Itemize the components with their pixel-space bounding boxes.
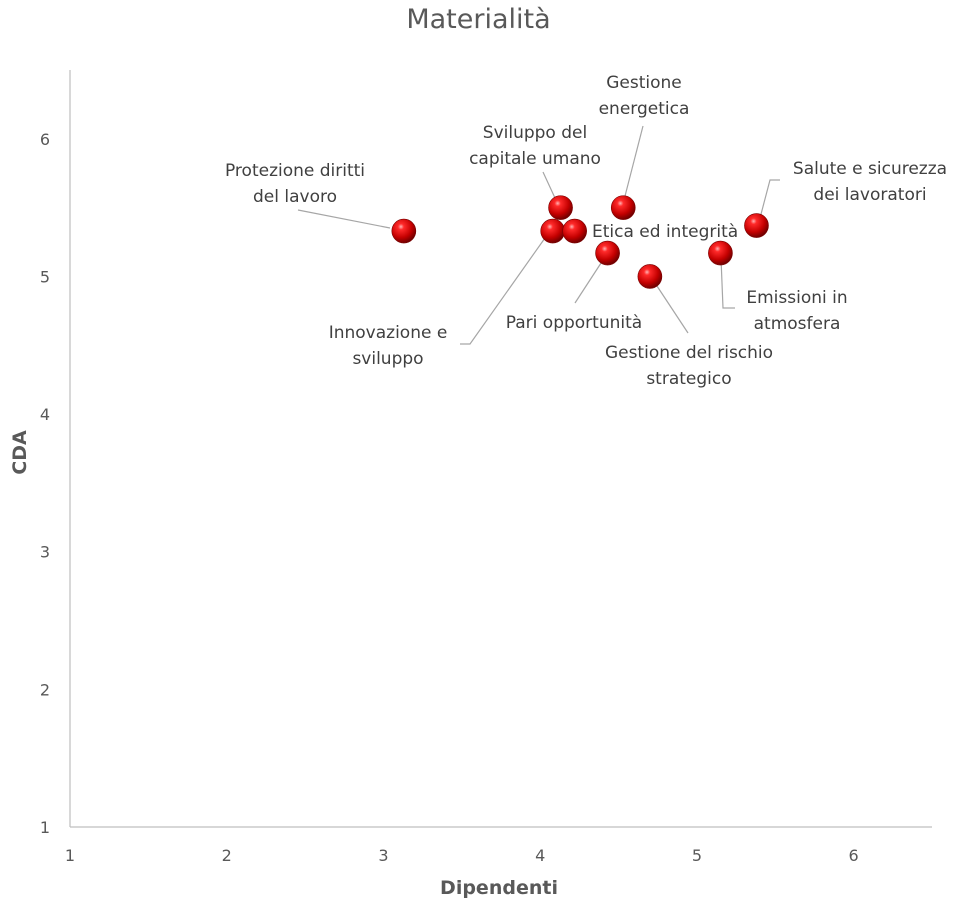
leader-line <box>759 179 780 219</box>
y-tick-label: 5 <box>40 267 50 286</box>
x-tick-label: 3 <box>378 846 388 865</box>
data-label: Gestione del rischio strategico <box>605 343 773 389</box>
data-point <box>548 195 573 220</box>
x-tick-label: 1 <box>65 846 75 865</box>
leader-line <box>654 282 689 334</box>
data-label: Innovazione e sviluppo <box>329 323 448 369</box>
data-point <box>610 195 636 220</box>
data-point <box>540 218 566 244</box>
y-tick-label: 3 <box>40 543 50 562</box>
x-tick-label: 5 <box>692 846 702 865</box>
x-tick-label: 6 <box>849 846 859 865</box>
data-label: Salute e sicurezza dei lavoratori <box>793 159 947 205</box>
y-tick-label: 1 <box>40 818 50 837</box>
data-point <box>637 264 663 289</box>
data-label: Emissioni in atmosfera <box>746 288 847 334</box>
leader-line <box>460 237 546 345</box>
x-axis-title: Dipendenti <box>440 877 558 899</box>
leader-line <box>574 259 604 304</box>
data-label: Gestione energetica <box>599 73 690 119</box>
data-label: Pari opportunità <box>506 313 642 333</box>
data-point <box>391 218 417 244</box>
leader-line <box>623 125 644 201</box>
y-tick-label: 6 <box>40 130 50 149</box>
data-label: Protezione diritti del lavoro <box>225 161 365 207</box>
chart-title: Materialità <box>406 4 551 35</box>
x-tick-label: 4 <box>535 846 545 865</box>
leader-line <box>542 171 556 199</box>
y-tick-label: 2 <box>40 680 50 699</box>
data-point <box>744 213 769 238</box>
data-point <box>708 240 733 266</box>
y-axis-title: CDA <box>9 430 31 475</box>
data-point <box>562 218 587 244</box>
leader-line <box>297 209 391 229</box>
leader-line <box>720 257 735 309</box>
data-label: Etica ed integrità <box>592 222 738 242</box>
x-tick-label: 2 <box>222 846 232 865</box>
data-point <box>595 240 620 266</box>
y-tick-label: 4 <box>40 405 50 424</box>
data-label: Sviluppo del capitale umano <box>469 123 601 169</box>
